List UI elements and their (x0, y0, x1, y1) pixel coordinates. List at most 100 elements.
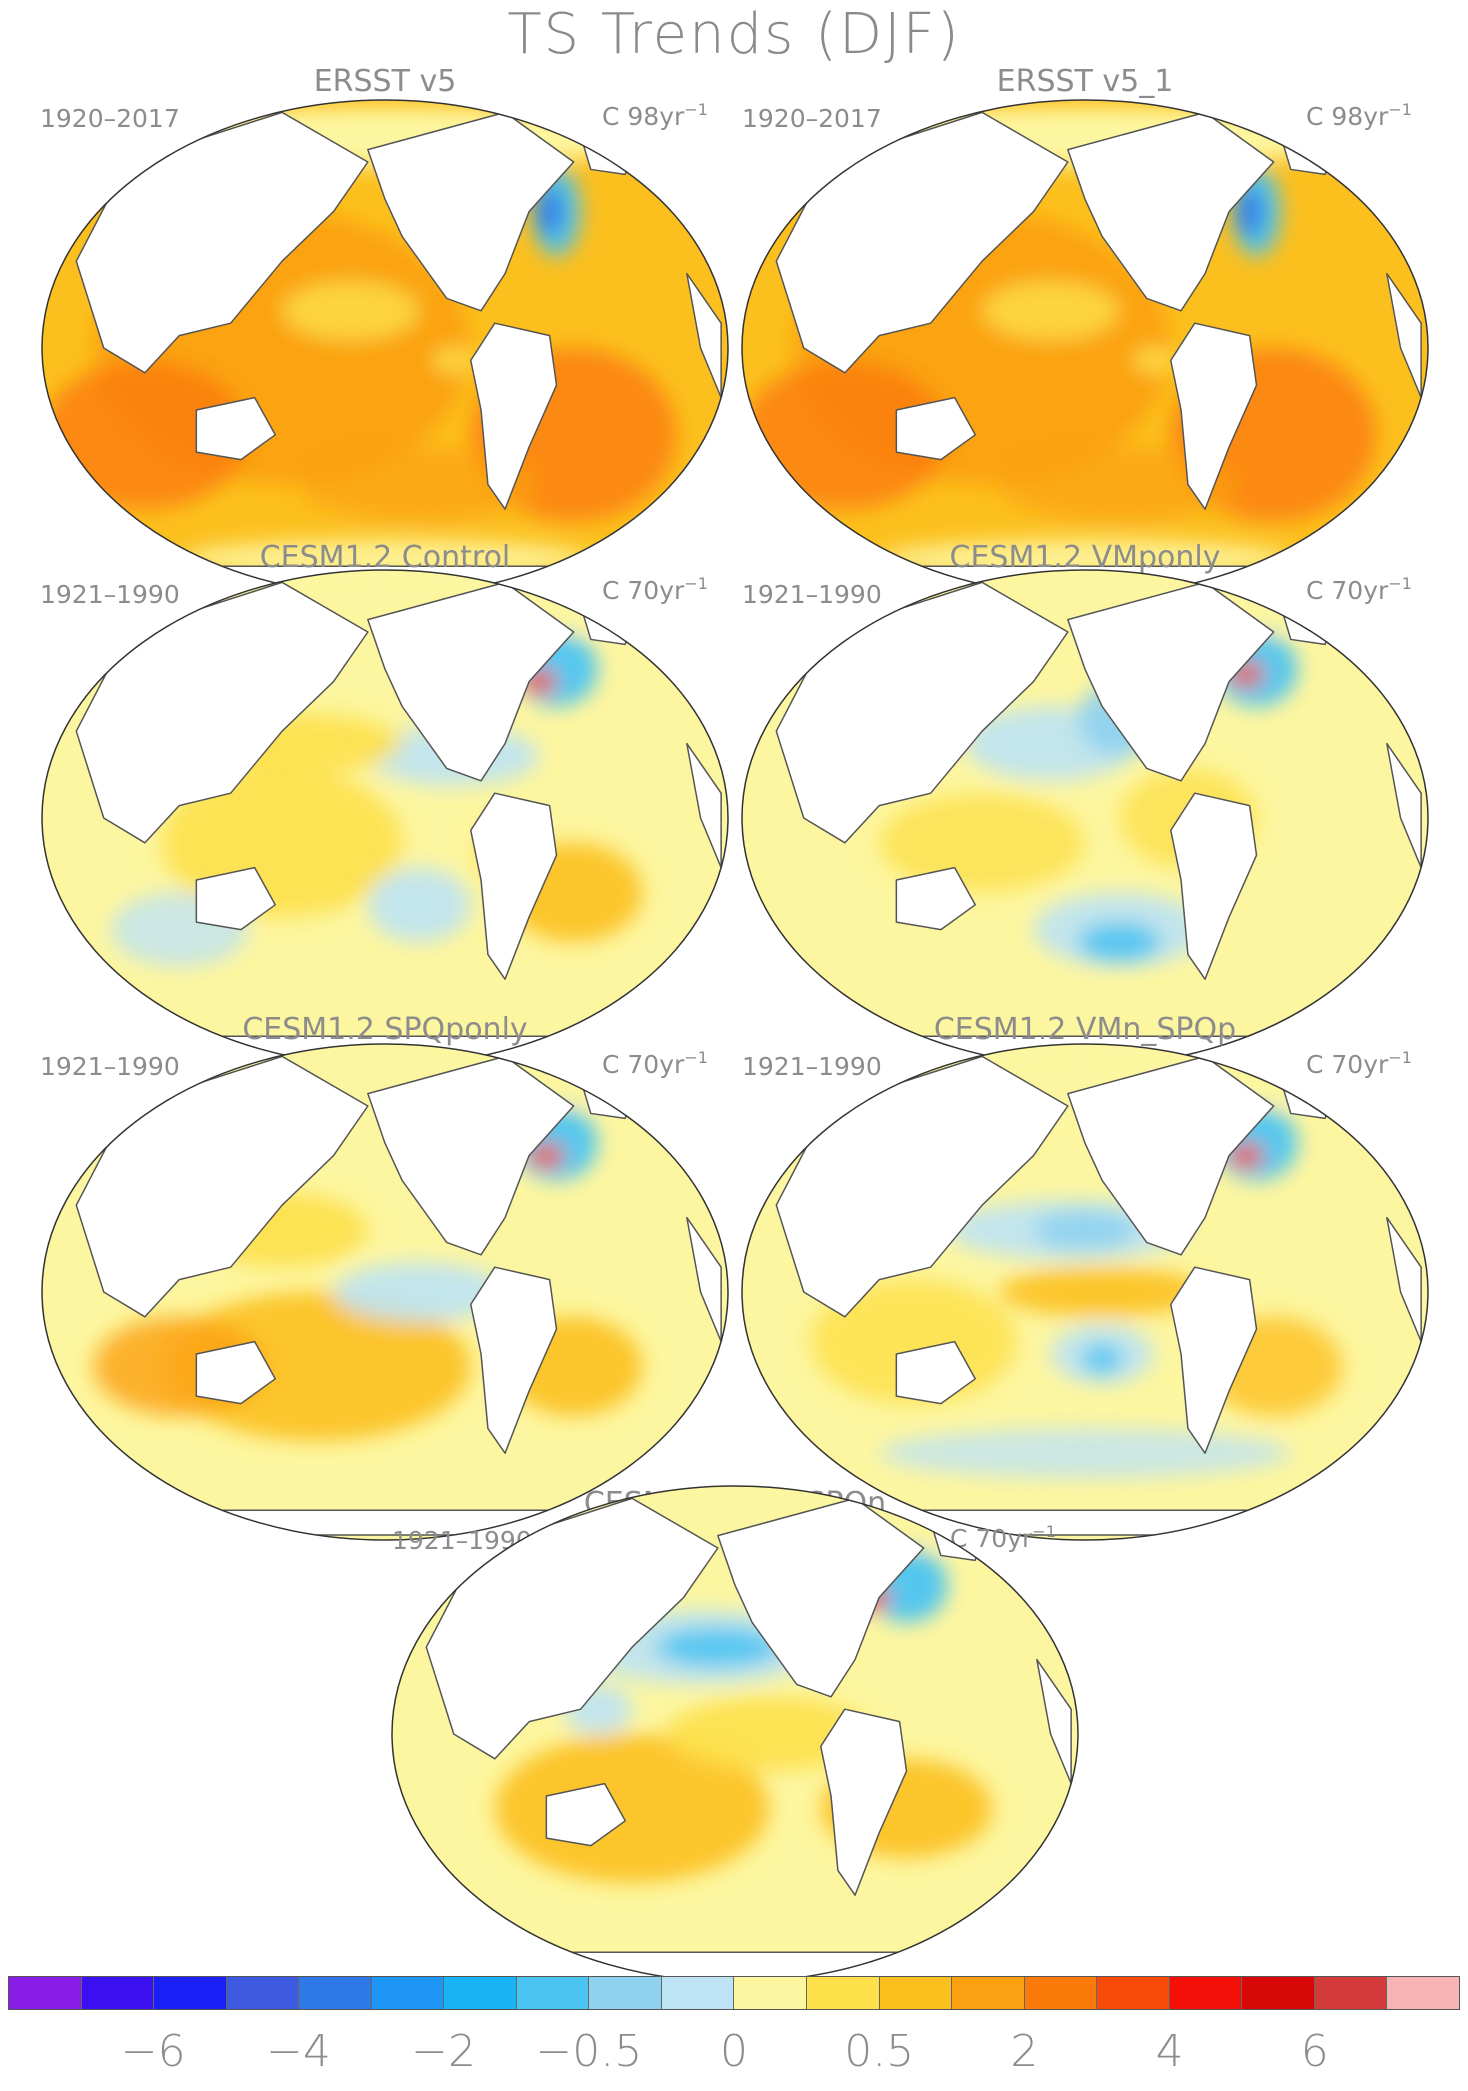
landmass-asia (775, 581, 1069, 844)
colorbar-tick-label: −0.5 (535, 2026, 643, 2077)
trend-region (1033, 1210, 1137, 1250)
landmass-australia (895, 1340, 976, 1405)
world-map (41, 1043, 729, 1541)
panel-units: C 70yr−1 (1306, 574, 1412, 605)
trend-region (333, 1262, 506, 1322)
units-exponent: −1 (684, 1048, 708, 1067)
colorbar-tick-label: 2 (1010, 2026, 1039, 2077)
units-exponent: −1 (1388, 100, 1412, 119)
units-text: C 98yr (1306, 102, 1389, 131)
colorbar (8, 1976, 1460, 2010)
landmass-north-america (1067, 581, 1275, 782)
landmass-south-america (470, 1266, 558, 1454)
trend-region (999, 1267, 1206, 1317)
landmass-north-america (717, 1497, 925, 1698)
panel-units: C 70yr−1 (950, 1522, 1056, 1553)
landmass-asia (425, 1497, 719, 1760)
units-exponent: −1 (1388, 1048, 1412, 1067)
trend-region (666, 1696, 873, 1772)
panel-title: CESM1.2 VMn_SPQp (933, 1012, 1237, 1047)
colorbar-swatch (81, 1977, 155, 2009)
colorbar-swatch (1024, 1977, 1098, 2009)
trend-region (494, 1734, 770, 1883)
units-text: C 70yr (950, 1524, 1033, 1553)
world-map (741, 569, 1429, 1067)
landmass-asia (75, 581, 369, 844)
panel-title: CESM1.2 SPQponly (242, 1012, 528, 1047)
figure-title: TS Trends (DJF) (507, 2, 961, 67)
panel-period: 1921–1990 (40, 580, 180, 609)
panel-period: 1920–2017 (742, 104, 882, 133)
landmass-south-america (1170, 1266, 1258, 1454)
landmass-south-america (1170, 792, 1258, 980)
landmass-australia (195, 866, 276, 931)
landmass-asia (775, 1055, 1069, 1318)
landmass-asia (775, 111, 1069, 374)
colorbar-swatch (589, 1977, 662, 2009)
landmass-south-america (470, 322, 558, 510)
landmass-australia (895, 866, 976, 931)
trend-region (1078, 922, 1161, 962)
ocean-field (742, 570, 1428, 1066)
trend-region (529, 1143, 564, 1168)
trend-region (742, 360, 948, 510)
colorbar-swatch (807, 1977, 880, 2009)
panel-period: 1921–1990 (742, 580, 882, 609)
trend-region (999, 447, 1240, 522)
panel-units: C 98yr−1 (1306, 100, 1412, 131)
landmass-australia (195, 396, 276, 461)
units-exponent: −1 (1388, 574, 1412, 593)
colorbar-tick-label: −4 (265, 2026, 331, 2077)
map-border (741, 1043, 1429, 1541)
colorbar-tick-label: −6 (120, 2026, 186, 2077)
panel-period: 1921–1990 (742, 1052, 882, 1081)
landmass-antarctica (459, 1951, 1011, 1978)
trend-region (879, 1428, 1291, 1478)
colorbar-swatch (661, 1977, 735, 2009)
world-map (741, 99, 1429, 597)
trend-region (433, 348, 475, 373)
units-text: C 98yr (602, 102, 685, 131)
units-text: C 70yr (1306, 576, 1389, 605)
ocean-field (742, 100, 1428, 596)
landmass-north-america (367, 111, 575, 312)
trend-region (656, 1627, 780, 1668)
trend-region (982, 281, 1120, 341)
colorbar-tick-label: 0.5 (844, 2026, 915, 2077)
colorbar-swatch (299, 1977, 372, 2009)
world-map (741, 1043, 1429, 1541)
colorbar-swatch (1097, 1977, 1170, 2009)
trend-region (1229, 1143, 1264, 1168)
landmass-south-america (820, 1708, 908, 1896)
trend-region (367, 867, 471, 942)
landmass-north-america (367, 581, 575, 782)
trend-region (1133, 348, 1175, 373)
landmass-asia (75, 1055, 369, 1318)
landmass-north-america (1067, 1055, 1275, 1256)
panel-title: CESM1.2 VMponly (949, 540, 1221, 575)
ocean-field (742, 1044, 1428, 1540)
landmass-australia (195, 1340, 276, 1405)
landmass-australia (895, 396, 976, 461)
colorbar-swatch (879, 1977, 953, 2009)
colorbar-swatch (1169, 1977, 1243, 2009)
colorbar-tick-label: 4 (1155, 2026, 1184, 2077)
units-exponent: −1 (684, 100, 708, 119)
panel-units: C 70yr−1 (1306, 1048, 1412, 1079)
panel-title: ERSST v5_1 (996, 64, 1174, 99)
units-text: C 70yr (602, 1050, 685, 1079)
colorbar-swatch (734, 1977, 808, 2009)
colorbar-swatch (952, 1977, 1025, 2009)
panel-title: CESM1.2 Control (259, 540, 511, 575)
landmass-north-america (1067, 111, 1275, 312)
units-exponent: −1 (1032, 1522, 1056, 1541)
panel-units: C 70yr−1 (602, 1048, 708, 1079)
map-border (41, 1043, 729, 1541)
landmass-south-america (470, 792, 558, 980)
world-map (41, 569, 729, 1067)
landmass-australia (545, 1782, 626, 1847)
trend-region (299, 447, 540, 522)
colorbar-swatch (1242, 1977, 1315, 2009)
units-exponent: −1 (684, 574, 708, 593)
trend-region (282, 281, 420, 341)
